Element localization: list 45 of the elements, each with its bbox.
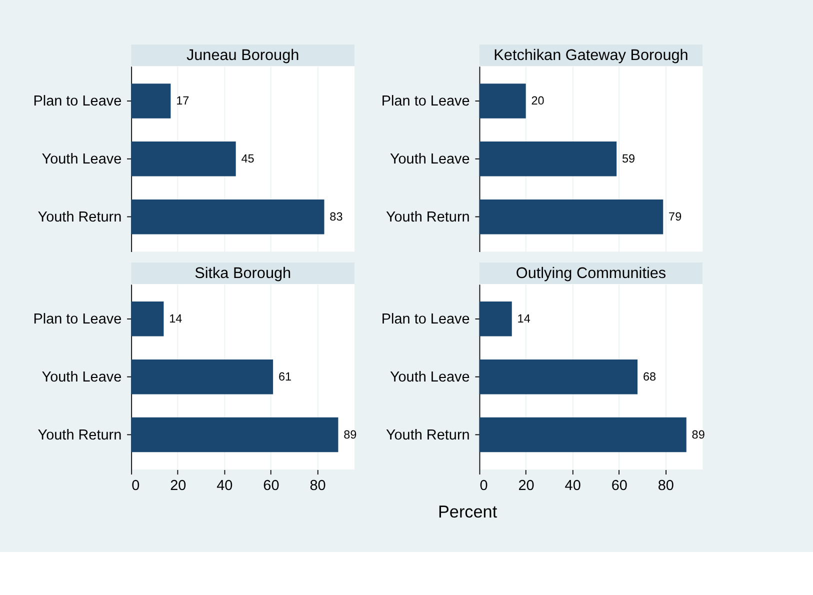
y-tick-label: Youth Return — [38, 427, 122, 444]
chart-title: Ketchikan Gateway Borough — [494, 46, 688, 64]
x-tick-label: 40 — [216, 478, 233, 494]
y-tick-label: Youth Leave — [390, 369, 470, 386]
x-tick-label: 80 — [310, 478, 326, 494]
data-label: 17 — [176, 94, 190, 108]
data-label: 68 — [642, 370, 656, 384]
data-label: 89 — [344, 428, 357, 442]
x-tick-label: 0 — [132, 478, 140, 494]
x-tick-label: 80 — [658, 478, 674, 494]
data-label: 89 — [692, 428, 705, 442]
bar — [479, 417, 686, 452]
y-tick-label: Youth Return — [386, 209, 470, 226]
y-tick-label: Youth Leave — [42, 369, 122, 386]
data-label: 14 — [169, 312, 183, 326]
chart-title: Sitka Borough — [194, 264, 292, 282]
bar — [479, 359, 638, 394]
y-tick-label: Plan to Leave — [381, 93, 470, 110]
bar — [479, 302, 512, 336]
x-tick-label: 20 — [170, 478, 186, 494]
data-label: 45 — [241, 152, 255, 166]
bar — [131, 417, 338, 452]
data-label: 79 — [668, 210, 682, 224]
bar — [131, 359, 274, 394]
x-tick-label: 40 — [564, 478, 581, 494]
y-tick-label: Youth Leave — [390, 151, 470, 168]
y-tick-label: Youth Return — [386, 427, 470, 444]
data-label: 61 — [278, 370, 292, 384]
y-tick-label: Youth Leave — [42, 151, 122, 168]
y-tick-label: Youth Return — [38, 209, 122, 226]
data-label: 59 — [622, 152, 636, 166]
y-tick-label: Plan to Leave — [33, 93, 122, 110]
x-tick-label: 0 — [480, 478, 488, 494]
data-label: 14 — [517, 312, 531, 326]
y-tick-label: Plan to Leave — [33, 311, 122, 328]
x-tick-label: 60 — [263, 478, 280, 494]
chart-title: Outlying Communities — [516, 264, 666, 282]
bar — [131, 302, 164, 336]
x-axis-title: Percent — [438, 501, 498, 522]
data-label: 83 — [330, 210, 344, 224]
x-tick-label: 20 — [518, 478, 534, 494]
y-tick-label: Plan to Leave — [381, 311, 470, 328]
data-label: 20 — [531, 94, 545, 108]
chart-title: Juneau Borough — [186, 46, 300, 64]
x-tick-label: 60 — [611, 478, 628, 494]
